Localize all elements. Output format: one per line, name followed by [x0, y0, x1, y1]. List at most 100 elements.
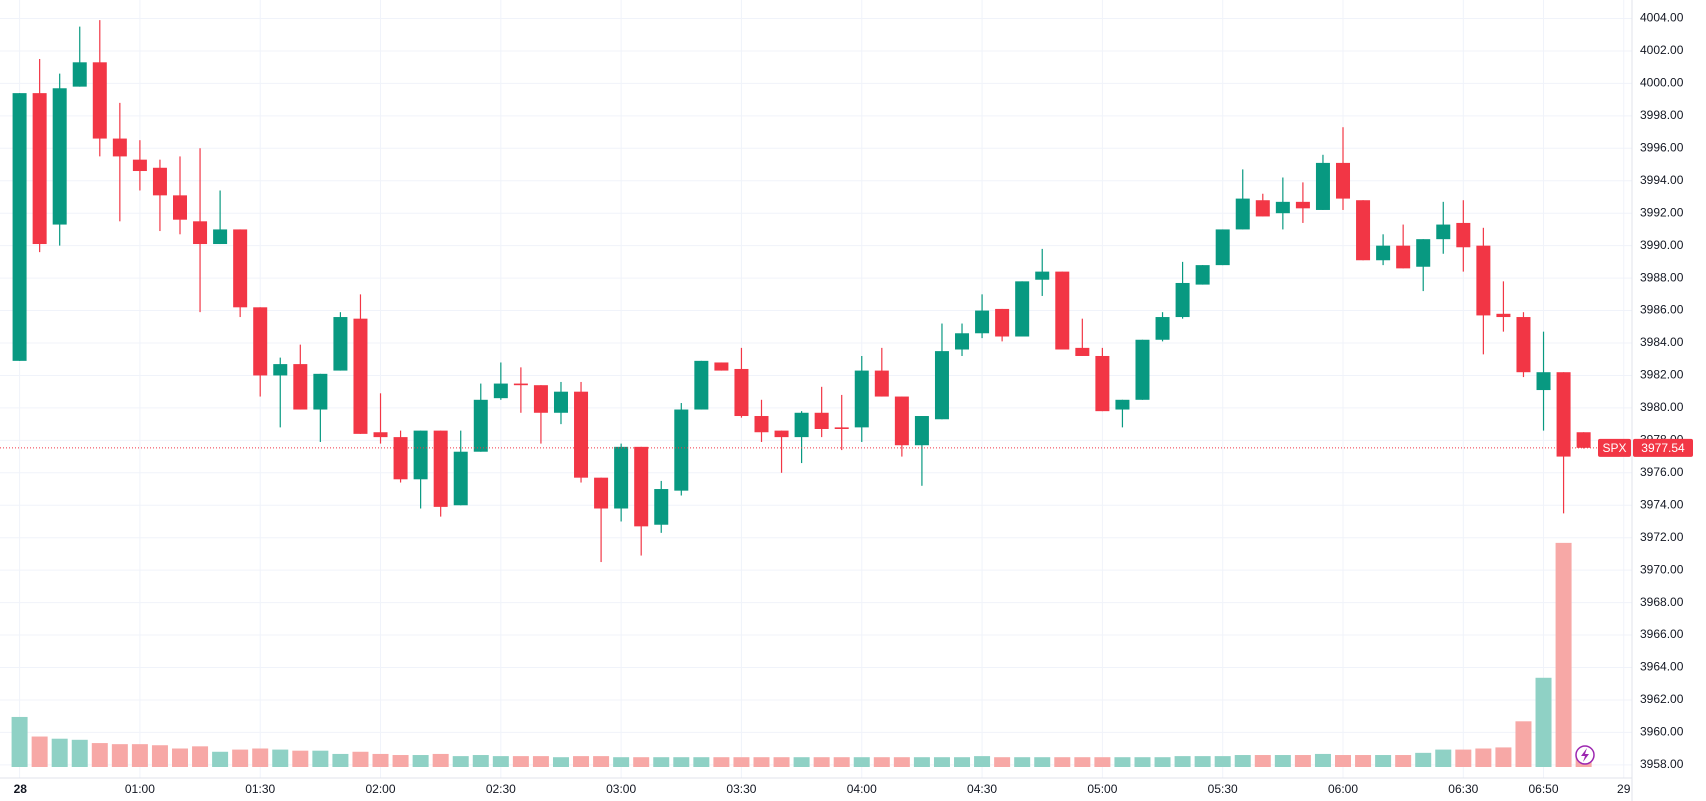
- x-tick-label: 02:00: [366, 782, 396, 796]
- candle-body: [273, 364, 288, 376]
- x-tick-label: 01:00: [125, 782, 155, 796]
- volume-bar: [1355, 755, 1372, 767]
- volume-bar: [813, 757, 830, 767]
- candle-body: [1155, 317, 1170, 340]
- y-tick-label: 3990.00: [1640, 238, 1684, 252]
- candle-body: [473, 399, 488, 452]
- alert-bolt[interactable]: [1581, 748, 1589, 762]
- candle-body: [754, 416, 769, 433]
- candle-body: [1456, 222, 1471, 248]
- volume-bar: [853, 757, 870, 767]
- candle-body: [1015, 281, 1030, 337]
- symbol-label: SPX: [1602, 441, 1626, 455]
- volume-bar: [954, 757, 971, 767]
- candle-body: [1175, 282, 1190, 318]
- volume-bar: [111, 744, 128, 767]
- candle-body: [1195, 265, 1210, 285]
- volume-bar: [212, 751, 229, 767]
- volume-bar: [1174, 756, 1191, 767]
- y-tick-label: 3992.00: [1640, 205, 1684, 219]
- volume-bar: [192, 746, 209, 767]
- alert-icon[interactable]: [1575, 745, 1595, 765]
- volume-bar: [793, 757, 810, 767]
- volume-bar: [1455, 749, 1472, 767]
- volume-bar: [71, 739, 88, 767]
- candle-body: [193, 221, 208, 245]
- x-tick-label: 05:30: [1208, 782, 1238, 796]
- candle-body: [995, 308, 1010, 337]
- x-tick-label: 01:30: [245, 782, 275, 796]
- candle-body: [874, 370, 889, 397]
- volume-bar: [1274, 755, 1291, 767]
- candle-body: [172, 195, 187, 220]
- candle-body: [313, 373, 328, 410]
- volume-bar: [272, 749, 289, 767]
- last-price-label: 3977.54: [1641, 441, 1685, 455]
- candle-body: [393, 437, 408, 480]
- x-tick-label: 02:30: [486, 782, 516, 796]
- volume-bar: [833, 757, 850, 767]
- candle-body: [1336, 162, 1351, 199]
- y-tick-label: 3970.00: [1640, 562, 1684, 576]
- y-tick-label: 3996.00: [1640, 140, 1684, 154]
- candle-body: [513, 383, 528, 386]
- y-tick-label: 3994.00: [1640, 173, 1684, 187]
- volume-bar: [1294, 755, 1311, 767]
- candle-body: [1416, 239, 1431, 267]
- candle-body: [734, 368, 749, 417]
- volume-bar: [1054, 757, 1071, 767]
- volume-bar: [1214, 756, 1231, 767]
- volume-bar: [292, 750, 309, 767]
- candle-body: [213, 229, 228, 245]
- volume-bar: [552, 757, 569, 767]
- candle-body: [1255, 200, 1270, 217]
- candle-body: [453, 451, 468, 506]
- candle-body: [1115, 399, 1130, 410]
- candle-body: [1396, 245, 1411, 269]
- y-tick-label: 4004.00: [1640, 11, 1684, 25]
- y-tick-label: 4000.00: [1640, 76, 1684, 90]
- volume-bar: [1254, 755, 1271, 767]
- candle-body: [574, 391, 589, 478]
- volume-bar: [51, 738, 68, 767]
- candle-body: [1055, 271, 1070, 350]
- y-tick-label: 3988.00: [1640, 270, 1684, 284]
- x-tick-label: 29: [1617, 782, 1631, 796]
- candle-body: [674, 409, 689, 491]
- candle-body: [433, 430, 448, 507]
- volume-bar: [332, 753, 349, 767]
- candle-body: [1295, 201, 1310, 209]
- volume-bar: [1515, 721, 1532, 767]
- candle-body: [32, 93, 47, 245]
- y-tick-label: 3974.00: [1640, 497, 1684, 511]
- candle-body: [1376, 245, 1391, 261]
- volume-bar: [372, 753, 389, 767]
- x-tick-label: 03:30: [726, 782, 756, 796]
- candle-body: [694, 360, 709, 410]
- candle-body: [293, 364, 308, 410]
- candle-body: [373, 432, 388, 438]
- candle-body: [654, 489, 669, 525]
- candle-body: [1315, 162, 1330, 210]
- y-tick-label: 3984.00: [1640, 335, 1684, 349]
- x-tick-label: 06:00: [1328, 782, 1358, 796]
- candle-body: [1075, 347, 1090, 356]
- volume-bar: [1234, 755, 1251, 767]
- candle-body: [955, 333, 970, 350]
- volume-bar: [312, 750, 329, 767]
- x-tick-label: 04:30: [967, 782, 997, 796]
- volume-bar: [151, 745, 168, 767]
- volume-layer: [11, 542, 1592, 767]
- candle-body: [1135, 339, 1150, 400]
- candle-body: [634, 446, 649, 527]
- volume-bar: [131, 744, 148, 767]
- volume-bar: [913, 757, 930, 767]
- candle-body: [1436, 224, 1451, 240]
- axis-layer: 4004.00 4002.00 4000.00 3998.00 3996.00 3994.…: [14, 11, 1693, 796]
- candle-body: [52, 88, 67, 225]
- volume-bar: [1314, 753, 1331, 767]
- volume-bar: [1134, 757, 1151, 767]
- y-tick-label: 3986.00: [1640, 303, 1684, 317]
- y-tick-label: 3972.00: [1640, 530, 1684, 544]
